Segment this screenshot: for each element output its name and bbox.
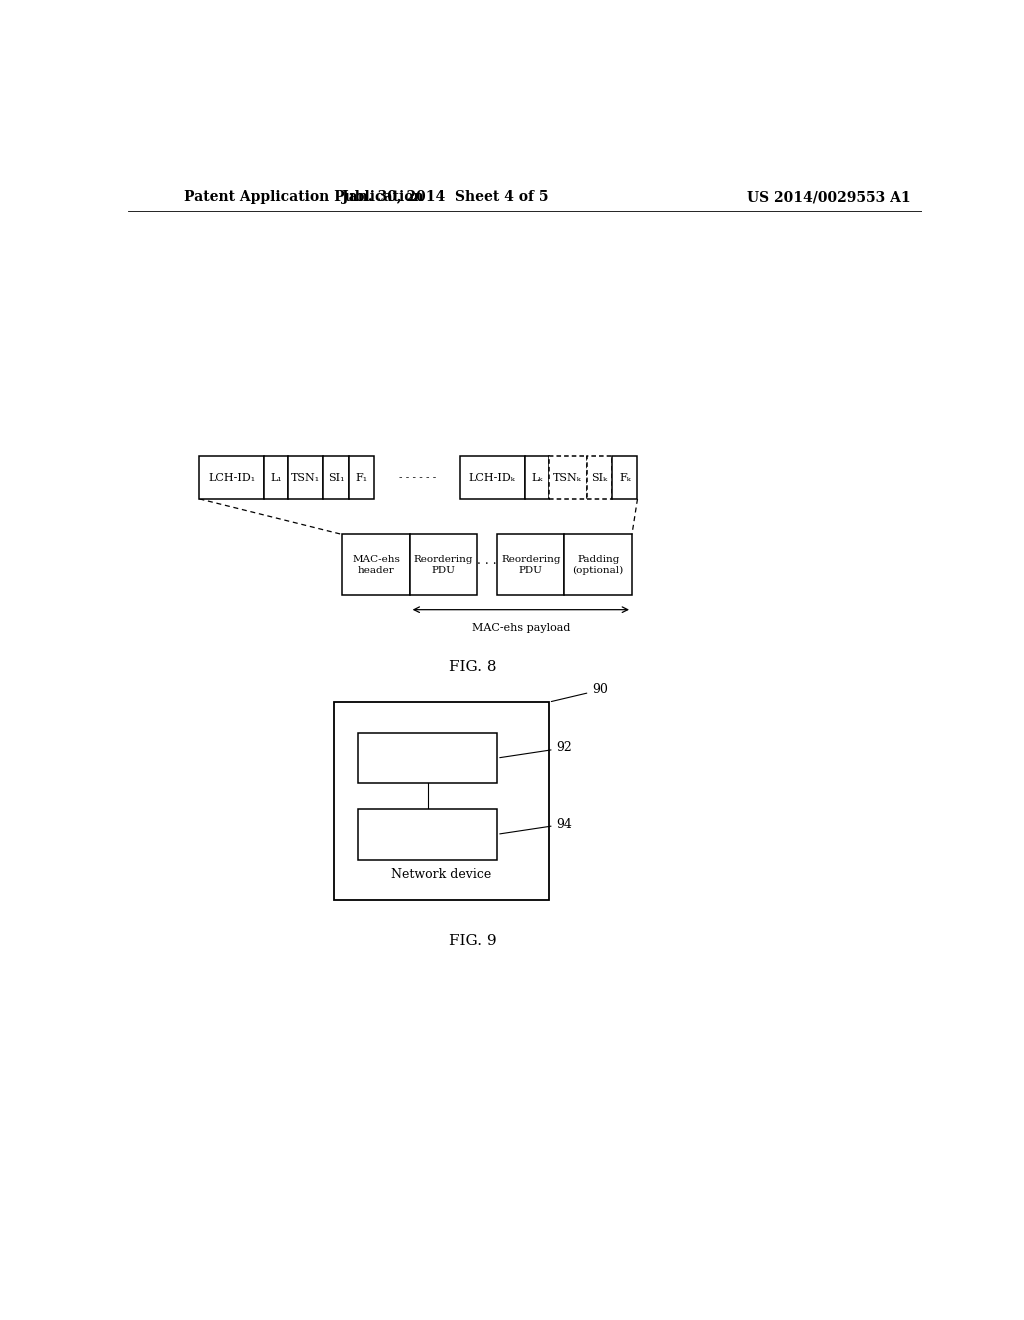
Text: Information unit: Information unit xyxy=(376,751,479,764)
Text: · · ·: · · · xyxy=(477,558,497,572)
Bar xyxy=(342,535,410,595)
Text: Padding
(optional): Padding (optional) xyxy=(572,556,624,574)
Text: - - - - - -: - - - - - - xyxy=(399,473,436,482)
Bar xyxy=(358,809,497,859)
Bar xyxy=(497,535,564,595)
Text: TSNₖ: TSNₖ xyxy=(553,473,582,483)
Text: TSN₁: TSN₁ xyxy=(291,473,321,483)
Bar xyxy=(324,457,348,499)
Bar xyxy=(348,457,374,499)
Text: LCH-IDₖ: LCH-IDₖ xyxy=(469,473,516,483)
Bar xyxy=(200,457,264,499)
Text: Sending unit: Sending unit xyxy=(387,828,468,841)
Text: Reordering
PDU: Reordering PDU xyxy=(414,556,473,574)
Bar xyxy=(524,457,549,499)
Text: Fₖ: Fₖ xyxy=(618,473,631,483)
Bar xyxy=(334,702,549,900)
Text: 92: 92 xyxy=(500,742,572,758)
Text: F₁: F₁ xyxy=(355,473,368,483)
Text: FIG. 9: FIG. 9 xyxy=(450,935,497,948)
Text: L₁: L₁ xyxy=(270,473,283,483)
Text: US 2014/0029553 A1: US 2014/0029553 A1 xyxy=(748,190,910,205)
Text: SI₁: SI₁ xyxy=(328,473,344,483)
Text: FIG. 8: FIG. 8 xyxy=(450,660,497,673)
Text: 90: 90 xyxy=(551,684,608,701)
Text: 94: 94 xyxy=(500,817,572,834)
Text: Patent Application Publication: Patent Application Publication xyxy=(183,190,423,205)
Bar xyxy=(410,535,477,595)
Bar xyxy=(564,535,632,595)
Text: Reordering
PDU: Reordering PDU xyxy=(501,556,560,574)
Bar xyxy=(587,457,612,499)
Bar xyxy=(264,457,289,499)
Bar xyxy=(289,457,324,499)
Text: MAC-ehs
header: MAC-ehs header xyxy=(352,556,400,574)
Text: Lₖ: Lₖ xyxy=(531,473,543,483)
Bar xyxy=(358,733,497,784)
Bar xyxy=(460,457,525,499)
Text: MAC-ehs payload: MAC-ehs payload xyxy=(472,623,570,632)
Bar xyxy=(549,457,587,499)
Text: LCH-ID₁: LCH-ID₁ xyxy=(209,473,256,483)
Text: Jan. 30, 2014  Sheet 4 of 5: Jan. 30, 2014 Sheet 4 of 5 xyxy=(342,190,549,205)
Text: Network device: Network device xyxy=(391,869,492,882)
Bar xyxy=(612,457,638,499)
Text: SIₖ: SIₖ xyxy=(591,473,607,483)
